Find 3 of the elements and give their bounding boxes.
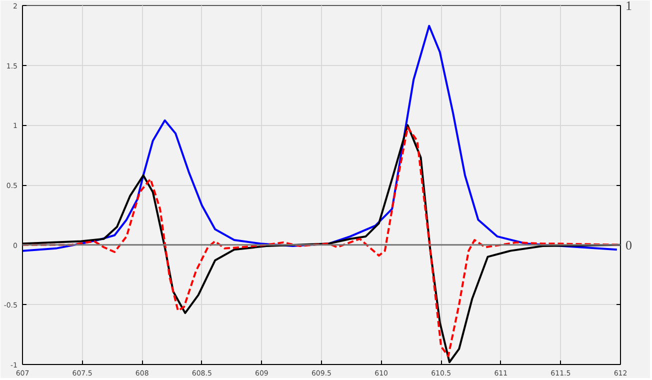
y2-tick-label: 0 (626, 237, 632, 252)
y2-tick-label: 1 (626, 0, 632, 13)
line-series (22, 24, 618, 252)
